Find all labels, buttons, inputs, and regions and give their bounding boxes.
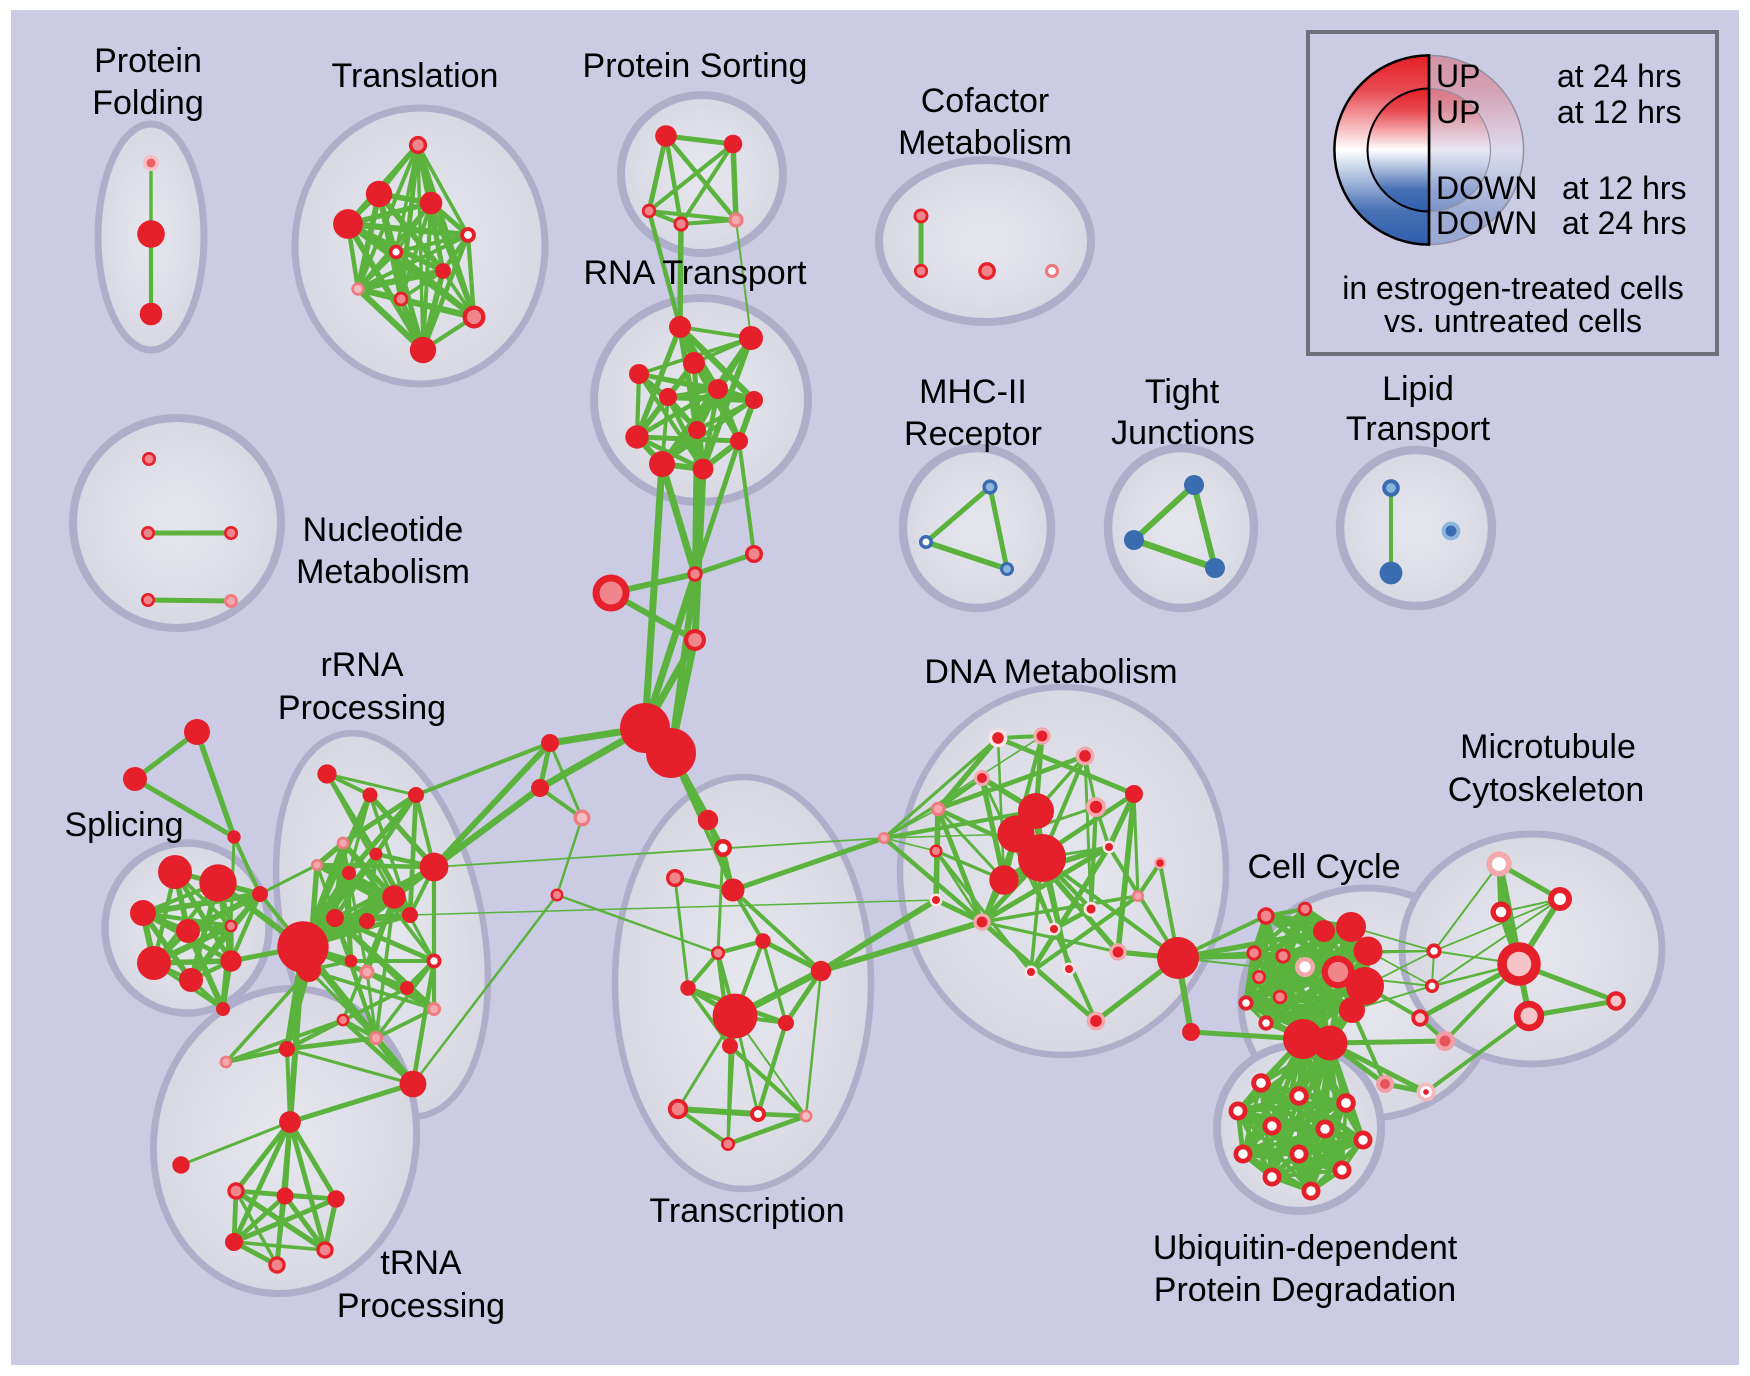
svg-text:at 12 hrs: at 12 hrs: [1562, 170, 1687, 206]
svg-text:UP: UP: [1436, 58, 1480, 94]
svg-text:Microtubule: Microtubule: [1460, 728, 1636, 766]
svg-text:at 12 hrs: at 12 hrs: [1557, 94, 1682, 130]
svg-text:tRNA: tRNA: [380, 1244, 462, 1282]
svg-text:Cytoskeleton: Cytoskeleton: [1448, 771, 1645, 809]
svg-text:Metabolism: Metabolism: [296, 553, 470, 591]
svg-text:UP: UP: [1436, 94, 1480, 130]
svg-text:in estrogen-treated cells: in estrogen-treated cells: [1342, 270, 1684, 306]
svg-text:Transport: Transport: [1346, 410, 1491, 448]
svg-text:Cell Cycle: Cell Cycle: [1247, 848, 1400, 886]
svg-text:DNA Metabolism: DNA Metabolism: [924, 653, 1177, 691]
svg-text:Transcription: Transcription: [649, 1192, 844, 1230]
svg-text:DOWN: DOWN: [1436, 170, 1537, 206]
svg-text:DOWN: DOWN: [1436, 205, 1537, 241]
svg-text:Metabolism: Metabolism: [898, 124, 1072, 162]
svg-text:Receptor: Receptor: [904, 415, 1042, 453]
svg-text:Ubiquitin-dependent: Ubiquitin-dependent: [1153, 1229, 1458, 1267]
svg-text:Protein: Protein: [94, 42, 202, 80]
svg-text:Junctions: Junctions: [1111, 414, 1255, 452]
svg-text:Lipid: Lipid: [1382, 370, 1454, 408]
svg-text:Processing: Processing: [278, 689, 446, 727]
svg-text:Nucleotide: Nucleotide: [303, 511, 464, 549]
svg-text:rRNA: rRNA: [320, 646, 403, 684]
svg-text:Tight: Tight: [1145, 373, 1220, 411]
svg-text:Processing: Processing: [337, 1287, 505, 1325]
svg-text:Translation: Translation: [332, 57, 499, 95]
svg-text:at 24 hrs: at 24 hrs: [1557, 58, 1682, 94]
svg-text:at 24 hrs: at 24 hrs: [1562, 205, 1687, 241]
svg-text:Splicing: Splicing: [64, 806, 183, 844]
svg-text:MHC-II: MHC-II: [919, 373, 1027, 411]
svg-text:Folding: Folding: [92, 84, 204, 122]
svg-text:Cofactor: Cofactor: [921, 82, 1050, 120]
svg-text:RNA Transport: RNA Transport: [584, 254, 808, 292]
svg-text:Protein Sorting: Protein Sorting: [583, 47, 808, 85]
svg-text:Protein Degradation: Protein Degradation: [1154, 1271, 1456, 1309]
svg-text:vs. untreated cells: vs. untreated cells: [1384, 303, 1642, 339]
